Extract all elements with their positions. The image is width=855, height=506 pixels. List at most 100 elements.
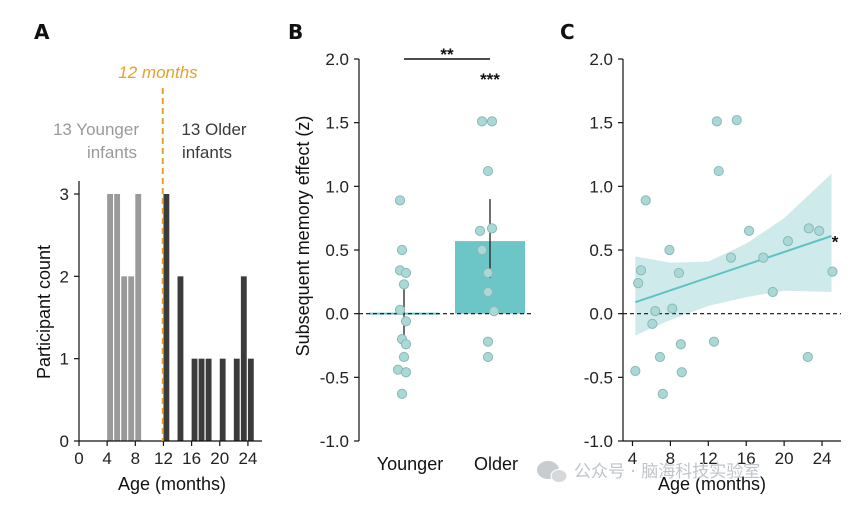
histogram-bar-younger-8 [135,194,142,441]
panel-a-x-tick-label: 24 [238,449,257,468]
panel-a-x-tick-label: 0 [74,449,83,468]
data-point-younger [396,388,408,399]
panel-c-x-tick-label: 20 [775,449,794,468]
scatter-point [708,336,720,347]
panel-b-y-tick-label: 1.0 [325,177,349,196]
panel-c-x-tick-label: 8 [666,449,675,468]
scatter-point [782,235,794,247]
panel-c-y-tick-label: 1.5 [589,114,613,133]
data-point-younger [398,279,410,290]
panel-a-y-tick-label: 0 [60,432,69,451]
scatter-point [731,115,742,126]
panel-a-x-tick-label: 4 [102,449,111,468]
younger-group-label-line1: 13 Younger [53,120,139,139]
panel-a-x-tick-label: 16 [182,449,201,468]
younger-group-label-line2: infants [87,143,137,162]
scatter-point [711,116,722,127]
data-point-older [482,336,494,347]
panel-c-scatter: -1.0 -0.5 0.0 0.5 1.0 1.5 2.0 4 8 12 16 20 24 * Age … [584,50,841,494]
panel-c-x-tick-label: 12 [699,449,718,468]
scatter-point [635,265,647,276]
data-point-older [482,286,494,298]
panel-b-bar-chart: -1.0 -0.5 0.0 0.5 1.0 1.5 2.0 ** *** Younger Ol… [293,45,533,474]
panel-b-y-tick-label: -1.0 [320,432,349,451]
panel-c-y-tick-label: 2.0 [589,50,613,69]
scatter-point [743,225,755,236]
data-point-younger [398,351,410,363]
age-cutoff-label: 12 months [118,63,198,82]
data-point-older [474,225,486,236]
panel-a-x-tick-label: 20 [210,449,229,468]
panel-letter-c: C [560,20,575,44]
panel-a-x-axis-label: Age (months) [118,474,226,494]
scatter-point [725,252,737,263]
scatter-point [640,195,651,206]
panel-a-x-tick-label: 12 [154,449,173,468]
panel-b-y-axis-label: Subsequent memory effect (z) [293,116,313,357]
histogram-bar-older-16 [191,358,198,441]
data-point-older [488,306,500,317]
data-point-younger [396,244,408,256]
scatter-point [647,318,658,329]
panel-a-x-tick-label: 8 [131,449,140,468]
panel-c-x-tick-label: 4 [628,449,637,468]
older-group-label-line2: infants [182,143,232,162]
panel-letter-a: A [34,20,50,44]
data-point-younger [400,267,412,279]
data-point-older [486,223,498,234]
significance-bracket-label: ** [440,45,454,64]
panel-c-y-tick-label: 1.0 [589,177,613,196]
watermark: 公众号 · 脑海科技实验室 [537,461,760,483]
panel-c-y-tick-label: 0.5 [589,241,613,260]
panel-letter-b: B [288,20,303,44]
data-point-older [482,351,494,363]
panel-b-y-tick-label: 2.0 [325,50,349,69]
histogram-bar-older-23 [240,276,247,441]
scatter-point [630,365,641,377]
panel-b-y-tick-label: 0.0 [325,305,349,324]
panel-b-y-tick-label: 1.5 [325,114,349,133]
scatter-point [667,303,678,314]
data-point-younger [394,195,406,206]
data-point-older [482,267,494,279]
watermark-text: 公众号 · 脑海科技实验室 [574,462,760,482]
data-point-older [476,244,488,256]
scatter-point [673,267,685,279]
wechat-icon-secondary [550,469,568,483]
histogram-bar-younger-4 [107,194,113,441]
scatter-point [676,367,687,378]
panel-a-y-tick-label: 3 [60,185,69,204]
data-point-older [482,165,494,177]
category-label-younger: Younger [377,454,443,474]
panel-c-x-tick-label: 16 [737,449,756,468]
category-label-older: Older [474,454,518,474]
histogram-bar-older-17 [198,358,205,441]
histogram-bar-younger-7 [128,276,135,441]
scatter-point [767,286,778,298]
histogram-bar-older-20 [219,358,226,441]
scatter-point [650,306,661,317]
scatter-point [664,244,675,256]
data-point-younger [400,339,412,350]
scatter-point [802,351,813,363]
scatter-point [814,225,825,236]
panel-b-y-tick-label: -0.5 [320,368,349,387]
panel-a-y-tick-label: 1 [60,350,69,369]
panel-c-y-tick-label: 0.0 [589,305,613,324]
significance-regression-label: * [832,232,839,251]
scatter-point [657,388,668,399]
scatter-point [758,252,769,263]
panel-c-y-tick-label: -1.0 [584,432,613,451]
scatter-point [827,266,838,277]
panel-c-x-tick-label: 24 [813,449,832,468]
scatter-point [713,165,724,177]
regression-line [635,235,832,304]
panel-c-y-tick-label: -0.5 [584,368,613,387]
panel-b-y-tick-label: 0.5 [325,241,349,260]
histogram-bar-younger-5 [114,194,121,441]
data-point-younger [400,316,412,327]
histogram-bar-younger-6 [121,276,128,441]
histogram-bar-older-12 [163,194,170,441]
